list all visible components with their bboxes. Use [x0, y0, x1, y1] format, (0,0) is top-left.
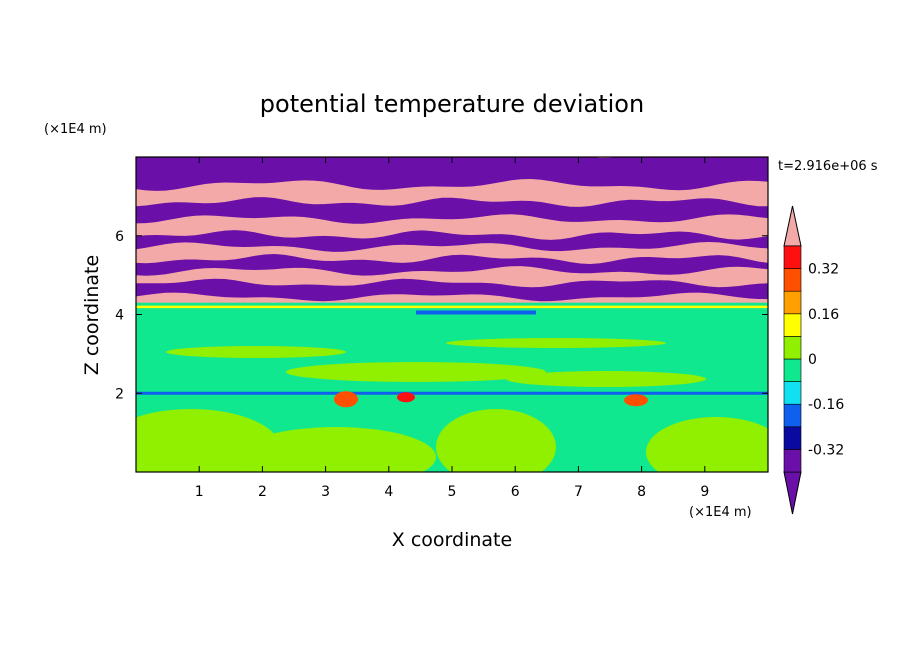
x-tick-label: 6 — [511, 484, 520, 500]
y-axis-label: Z coordinate — [81, 255, 103, 375]
colorbar-tick-label: 0 — [808, 352, 817, 368]
colorbar-tick-label: 0.16 — [808, 307, 839, 323]
colorbar-segment — [783, 403, 802, 428]
lower-blob — [286, 362, 546, 382]
lower-blob — [446, 338, 666, 348]
y-axis-ticks: 2 4 6 — [115, 229, 768, 402]
warm-patch — [334, 391, 358, 408]
colorbar-segment — [783, 336, 802, 360]
purple-band — [136, 157, 768, 191]
x-axis-ticks: 1 2 3 4 5 6 7 8 9 — [195, 157, 709, 500]
interface-line — [416, 310, 536, 315]
colorbar-segment — [783, 426, 802, 450]
colorbar-extend-low — [783, 471, 802, 515]
y-tick-label: 2 — [115, 386, 124, 402]
lower-blob — [506, 371, 706, 387]
interface-line — [136, 305, 768, 309]
x-tick-label: 3 — [321, 484, 330, 500]
colorbar-segment — [783, 449, 802, 473]
time-label: t=2.916e+06 s — [778, 159, 878, 174]
colorbar-tick-label: -0.32 — [808, 442, 844, 458]
x-tick-label: 9 — [700, 484, 709, 500]
warm-patch — [397, 392, 415, 403]
colorbar: 0.32 0.16 0 -0.16 -0.32 — [783, 205, 844, 515]
x-unit-label: (×1E4 m) — [689, 505, 752, 520]
y-tick-label: 6 — [115, 229, 124, 245]
x-tick-label: 1 — [195, 484, 204, 500]
x-tick-label: 5 — [448, 484, 457, 500]
colorbar-segment — [783, 290, 802, 315]
interface-line — [136, 391, 768, 395]
colorbar-segment — [783, 381, 802, 405]
y-unit-label: (×1E4 m) — [44, 122, 107, 137]
x-tick-label: 7 — [574, 484, 583, 500]
lower-blob — [646, 417, 768, 472]
colorbar-segment — [783, 245, 802, 269]
colorbar-segment — [783, 268, 802, 292]
colorbar-extend-high — [783, 205, 802, 247]
x-tick-label: 2 — [258, 484, 267, 500]
lower-blob — [236, 427, 436, 472]
lower-blob — [166, 346, 346, 358]
x-axis-label: X coordinate — [392, 529, 512, 551]
purple-band — [136, 254, 768, 276]
purple-band — [136, 230, 768, 252]
y-tick-label: 4 — [115, 308, 124, 324]
purple-band — [136, 197, 768, 224]
plot-area — [136, 157, 768, 472]
heatmap-field — [136, 157, 768, 472]
colorbar-segment — [783, 358, 802, 382]
lower-blob — [436, 409, 556, 472]
colorbar-tick-label: 0.32 — [808, 262, 839, 278]
chart-title: potential temperature deviation — [260, 90, 644, 118]
warm-patch — [624, 394, 648, 407]
colorbar-segment — [783, 313, 802, 337]
x-tick-label: 8 — [637, 484, 646, 500]
x-tick-label: 4 — [384, 484, 393, 500]
purple-band — [136, 278, 768, 302]
colorbar-tick-label: -0.16 — [808, 397, 844, 413]
